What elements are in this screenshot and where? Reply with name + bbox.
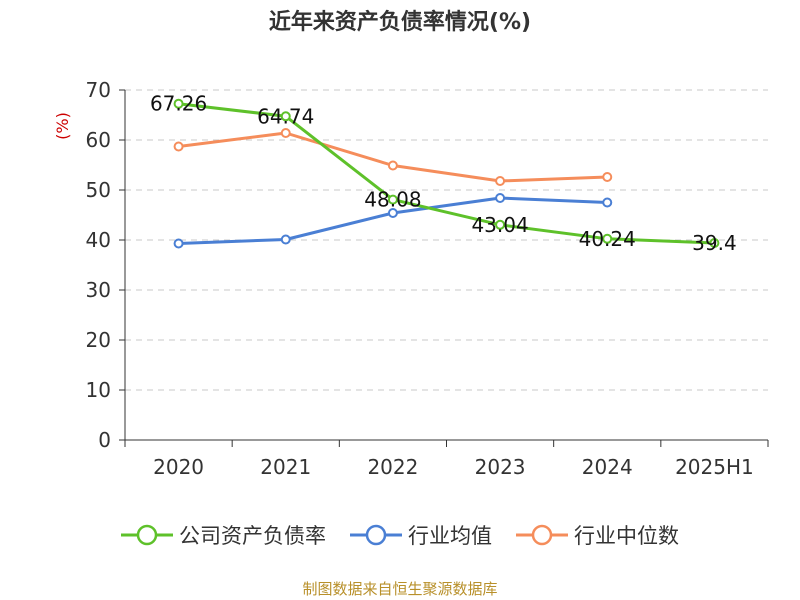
y-axis-label: (%) [53, 112, 72, 140]
data-label: 48.08 [364, 188, 421, 212]
x-tick-label: 2020 [153, 455, 204, 479]
series-line [178, 102, 715, 245]
data-point[interactable] [709, 238, 720, 248]
x-tick-label: 2021 [260, 455, 311, 479]
data-point[interactable] [173, 98, 184, 109]
legend-line-circle-icon [516, 524, 568, 546]
x-tick-label: 2022 [367, 455, 418, 479]
y-tick-label: 20 [86, 328, 111, 352]
data-point[interactable] [387, 208, 398, 218]
chart-title: 近年来资产负债率情况(%) [268, 10, 532, 35]
x-tick-label: 2024 [582, 455, 633, 479]
data-label: 40.24 [579, 227, 636, 251]
legend-label: 行业中位数 [574, 524, 679, 548]
data-point[interactable] [495, 193, 506, 203]
y-tick-label: 50 [86, 178, 111, 202]
y-tick-label: 0 [98, 428, 111, 452]
data-label: 43.04 [471, 213, 528, 237]
data-point[interactable] [173, 238, 184, 249]
data-point[interactable] [387, 160, 398, 171]
data-label: 67.26 [150, 92, 207, 116]
y-tick-label: 70 [86, 78, 111, 102]
y-tick-label: 60 [86, 128, 111, 152]
legend-item-company[interactable]: 公司资产负债率 [121, 520, 326, 550]
data-point[interactable] [280, 111, 291, 122]
y-tick-label: 40 [86, 228, 111, 252]
data-point[interactable] [173, 141, 184, 152]
chart-legend: 公司资产负债率 行业均值 行业中位数 [0, 520, 800, 550]
legend-line-circle-icon [350, 524, 402, 546]
legend-label: 行业均值 [408, 524, 492, 548]
data-point[interactable] [280, 128, 291, 138]
data-point[interactable] [602, 197, 613, 208]
data-point[interactable] [495, 176, 506, 186]
legend-item-industry-mean[interactable]: 行业均值 [350, 520, 492, 550]
y-tick-label: 10 [86, 378, 111, 402]
data-label: 64.74 [257, 104, 314, 128]
legend-item-industry-median[interactable]: 行业中位数 [516, 520, 679, 550]
data-point[interactable] [602, 233, 613, 244]
x-tick-label: 2025H1 [675, 455, 754, 479]
legend-label: 公司资产负债率 [179, 524, 326, 548]
data-point[interactable] [495, 219, 506, 230]
data-source-note: 制图数据来自恒生聚源数据库 [302, 580, 498, 598]
y-tick-label: 30 [86, 278, 111, 302]
legend-line-circle-icon [121, 524, 173, 546]
data-label: 39.4 [692, 231, 737, 255]
data-point[interactable] [602, 172, 613, 182]
data-point[interactable] [280, 234, 291, 245]
x-tick-label: 2023 [475, 455, 526, 479]
data-point[interactable] [387, 194, 398, 205]
